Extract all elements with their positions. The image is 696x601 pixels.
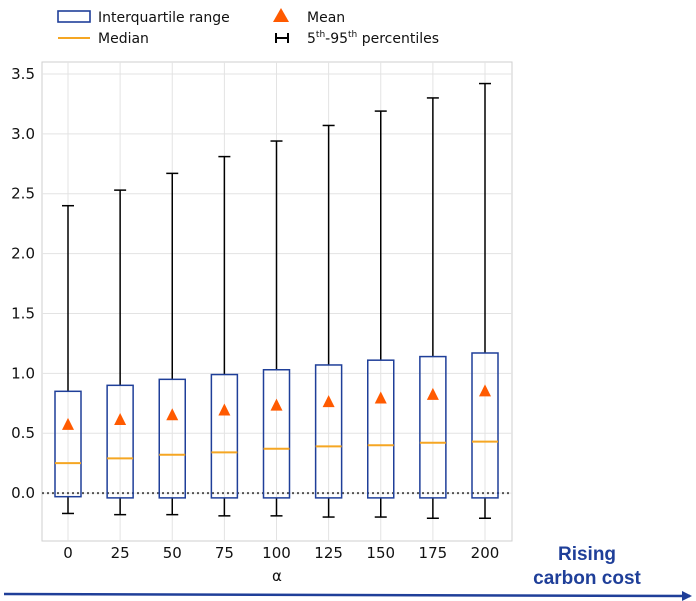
x-tick-label: 50 — [163, 544, 182, 562]
legend: Interquartile range Median Mean 5th-95th… — [57, 8, 439, 47]
iqr-box — [262, 369, 291, 499]
mean-marker — [479, 384, 491, 397]
x-tick-label: 175 — [419, 544, 448, 562]
mean-marker — [270, 398, 283, 411]
mean-marker — [62, 417, 74, 430]
x-tick-label: 200 — [471, 544, 500, 562]
rising-arrow — [3, 590, 692, 601]
y-tick-label: 2.0 — [11, 245, 35, 263]
y-tick-label: 0.5 — [11, 424, 35, 442]
box-group — [314, 124, 343, 518]
legend-percentile-swatch — [275, 33, 289, 43]
iqr-box — [419, 355, 447, 499]
mean-marker — [374, 391, 387, 404]
legend-median-label: Median — [98, 31, 149, 47]
y-tick-label: 1.0 — [11, 364, 35, 382]
annotation-line2: carbon cost — [533, 568, 641, 589]
y-tick-label: 1.5 — [11, 304, 35, 322]
box-group — [210, 155, 239, 517]
x-tick-label: 150 — [366, 544, 395, 562]
boxes — [54, 82, 499, 519]
iqr-box — [210, 373, 239, 499]
box-group — [54, 204, 82, 515]
iqr-box — [54, 390, 82, 498]
annotation-line1: Rising — [558, 544, 616, 565]
legend-mean-label: Mean — [307, 10, 345, 26]
x-tick-label: 125 — [314, 544, 343, 562]
iqr-box — [106, 384, 134, 499]
legend-iqr-swatch — [57, 10, 91, 23]
box-group — [158, 172, 186, 516]
iqr-box — [471, 352, 499, 499]
box-group — [419, 97, 447, 519]
iqr-box — [158, 378, 186, 499]
mean-marker — [166, 408, 179, 421]
legend-iqr-label: Interquartile range — [98, 10, 230, 26]
legend-mean-marker — [273, 8, 289, 22]
iqr-box — [367, 359, 395, 499]
x-axis-label: α — [272, 567, 282, 585]
box-group — [106, 189, 134, 516]
box-group — [471, 82, 499, 519]
y-axis-ticks: 0.0 0.5 1.0 1.5 2.0 2.5 3.0 3.5 — [11, 65, 35, 502]
mean-marker — [426, 387, 439, 400]
mean-marker — [114, 413, 127, 426]
mean-marker — [218, 403, 231, 416]
y-tick-label: 3.5 — [11, 65, 35, 83]
legend-percentiles-label: 5th-95th percentiles — [307, 30, 439, 47]
x-tick-label: 0 — [63, 544, 73, 562]
x-tick-label: 25 — [111, 544, 130, 562]
iqr-box — [314, 364, 343, 499]
box-group — [367, 110, 395, 518]
mean-marker — [322, 395, 335, 408]
y-tick-label: 2.5 — [11, 185, 35, 203]
x-tick-label: 100 — [262, 544, 291, 562]
y-tick-label: 3.0 — [11, 125, 35, 143]
x-tick-label: 75 — [215, 544, 234, 562]
y-tick-label: 0.0 — [11, 484, 35, 502]
x-axis-ticks: 0 25 50 75 100 125 150 175 200 — [63, 544, 499, 562]
box-group — [262, 140, 291, 517]
